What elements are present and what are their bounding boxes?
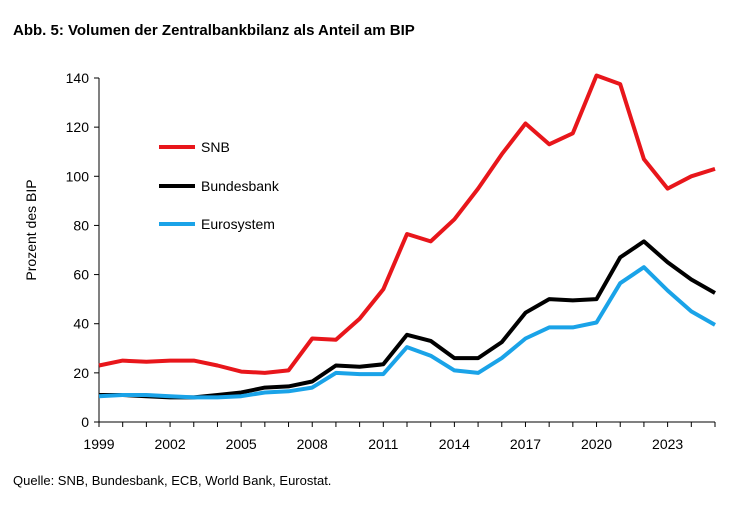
y-tick-label: 100 [66,168,90,184]
x-tick-label: 2023 [652,436,683,452]
x-tick-label: 2008 [297,436,328,452]
series-line-eurosystem [98,265,716,400]
legend-label-eurosystem: Eurosystem [201,216,275,232]
series-line-snb [98,73,716,375]
y-tick-label: 20 [73,365,89,381]
legend-label-snb: SNB [201,139,230,155]
y-tick-label: 60 [73,267,89,283]
y-tick-label: 80 [73,217,89,233]
chart-axes: 0 20 40 60 80 100 120 140 1999 2002 2005 2008 2011 20… [66,70,716,452]
series-line-bundesbank [99,239,716,400]
y-tick-label: 0 [81,414,89,430]
x-tick-label: 2011 [368,436,398,452]
x-tick-label: 1999 [83,436,114,452]
x-tick-label: 2020 [581,436,612,452]
x-tick-label: 2005 [226,436,257,452]
chart-series [98,73,716,400]
y-tick-label: 40 [73,316,89,332]
x-tick-label: 2014 [439,436,470,452]
x-tick-label: 2002 [154,436,185,452]
source-note: Quelle: SNB, Bundesbank, ECB, World Bank… [13,473,332,488]
y-axis-label: Prozent des BIP [23,179,39,280]
y-tick-label: 140 [66,70,90,86]
chart-legend: SNB Bundesbank Eurosystem [159,139,280,232]
legend-label-bundesbank: Bundesbank [201,178,280,194]
x-tick-label: 2017 [510,436,541,452]
y-tick-label: 120 [66,119,90,135]
chart-title: Abb. 5: Volumen der Zentralbankbilanz al… [13,22,415,39]
